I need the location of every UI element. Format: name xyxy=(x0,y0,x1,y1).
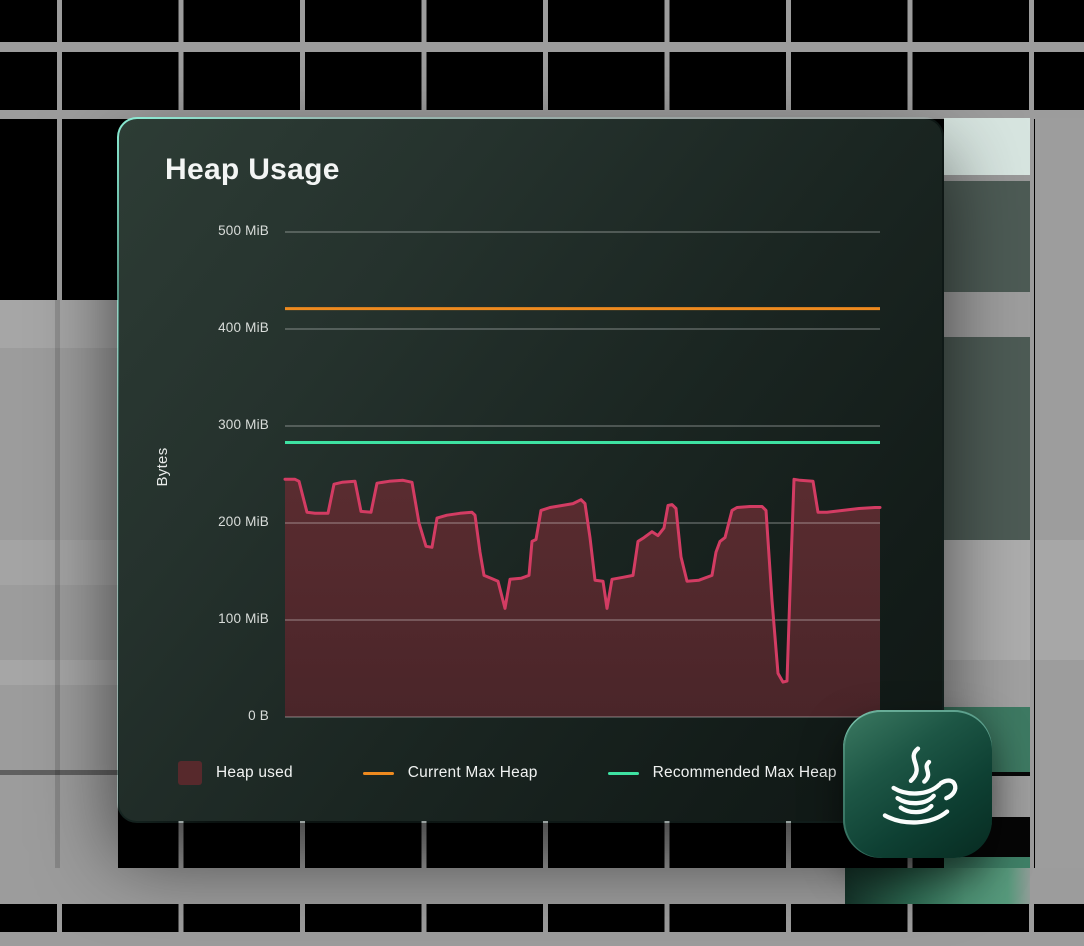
legend-label: Current Max Heap xyxy=(407,764,538,781)
heap-usage-card-body: Heap Usage Bytes 500 MiB 400 MiB 300 MiB 20… xyxy=(119,119,942,821)
chart-legend: Heap used Current Max Heap Recommended M… xyxy=(178,761,837,785)
background-left-column xyxy=(0,300,118,868)
background-grid-horizontal-bar xyxy=(0,110,1084,119)
y-axis-tick-label: 300 MiB xyxy=(218,417,269,432)
y-axis-ticks: 500 MiB 400 MiB 300 MiB 200 MiB 100 MiB 0 B xyxy=(159,119,269,821)
heap-usage-card: Heap Usage Bytes 500 MiB 400 MiB 300 MiB 20… xyxy=(117,117,944,823)
background-grout-line xyxy=(55,300,60,868)
y-axis-tick-label: 400 MiB xyxy=(218,320,269,335)
page-title: Heap Usage xyxy=(165,153,340,186)
y-axis-tick-label: 0 B xyxy=(248,708,269,723)
legend-label: Heap used xyxy=(216,764,293,781)
legend-item-recommended-max-heap: Recommended Max Heap xyxy=(607,764,837,782)
recommended-max-heap-swatch xyxy=(607,771,639,775)
background-tile xyxy=(944,292,1030,337)
background-tile xyxy=(0,770,118,775)
background-grid-horizontal-bar xyxy=(0,42,1084,52)
y-axis-tick-label: 200 MiB xyxy=(218,514,269,529)
legend-item-heap-used: Heap used xyxy=(178,761,293,785)
background-tile xyxy=(944,175,1030,181)
background-tile xyxy=(944,337,1030,540)
background-bottom-bar xyxy=(0,932,1084,946)
background-tile xyxy=(0,540,118,585)
background-right-outer-column xyxy=(1035,118,1084,868)
legend-label: Recommended Max Heap xyxy=(652,764,837,781)
background-tile xyxy=(944,118,1030,175)
background-tile xyxy=(1035,540,1084,660)
y-axis-tick-label: 100 MiB xyxy=(218,611,269,626)
legend-item-current-max-heap: Current Max Heap xyxy=(362,764,538,782)
card-reflection xyxy=(845,868,1030,904)
y-axis-tick-label: 500 MiB xyxy=(218,223,269,238)
background-tile xyxy=(944,660,1030,707)
background-tile xyxy=(0,660,118,685)
heap-usage-area-chart xyxy=(283,231,882,718)
background-tile xyxy=(944,857,1030,868)
background-tile xyxy=(944,540,1030,660)
java-coffee-cup-icon xyxy=(882,746,957,825)
heap-used-swatch xyxy=(178,761,202,785)
background-tile xyxy=(944,181,1030,292)
current-max-heap-swatch xyxy=(362,771,394,775)
java-badge xyxy=(843,710,992,858)
background-tile xyxy=(0,300,118,348)
